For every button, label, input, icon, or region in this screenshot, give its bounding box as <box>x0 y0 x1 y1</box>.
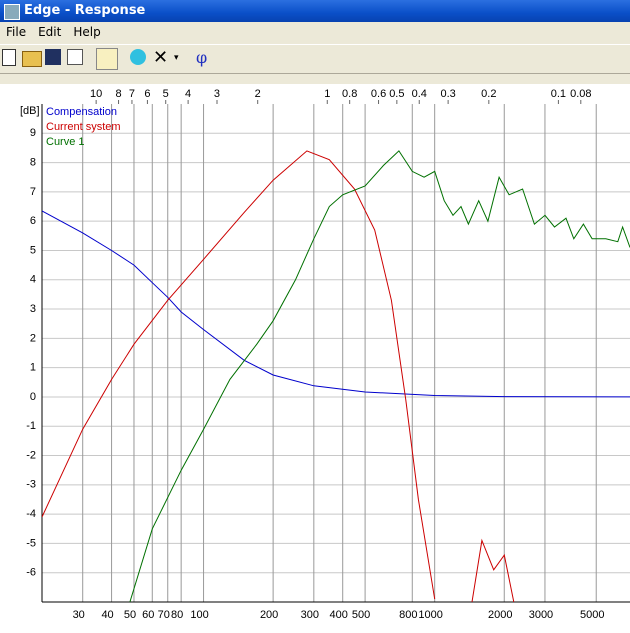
y-tick-label: 8 <box>30 156 36 168</box>
top-tick-label: 0.08 <box>570 88 591 100</box>
y-tick-label: 5 <box>30 244 36 256</box>
y-tick-label: 9 <box>30 127 36 139</box>
top-tick-label: 2 <box>255 88 261 100</box>
app-icon <box>4 4 20 20</box>
x-tick-label: 100 <box>190 609 208 621</box>
y-tick-label: -2 <box>26 449 36 461</box>
x-tick-label: 1000 <box>418 609 442 621</box>
legend-entry: Curve 1 <box>46 136 85 148</box>
x-tick-label: 70 <box>158 609 170 621</box>
top-tick-label: 8 <box>115 88 121 100</box>
fill-button[interactable] <box>130 49 146 65</box>
top-tick-label: 3 <box>214 88 220 100</box>
plot-area <box>42 150 630 602</box>
series-line <box>42 150 515 602</box>
top-tick-label: 0.6 <box>371 88 386 100</box>
menu-bar: File Edit Help <box>0 22 630 42</box>
x-tick-label: 80 <box>171 609 183 621</box>
y-tick-label: 3 <box>30 303 36 315</box>
series-line <box>42 210 630 398</box>
x-tick-label: 40 <box>101 609 113 621</box>
pen-button[interactable] <box>96 48 118 70</box>
x-tick-label: 2000 <box>488 609 512 621</box>
y-tick-label: 6 <box>30 215 36 227</box>
x-tick-label: 400 <box>330 609 348 621</box>
top-tick-label: 0.2 <box>481 88 496 100</box>
y-axis-label: [dB] <box>20 105 40 117</box>
legend-entry: Compensation <box>46 106 117 118</box>
menu-item[interactable]: Help <box>73 25 101 39</box>
y-tick-label: 4 <box>30 274 36 286</box>
top-tick-label: 0.8 <box>342 88 357 100</box>
dropdown-button[interactable]: ▾ <box>174 53 179 63</box>
new-button[interactable] <box>2 49 16 66</box>
menu-item[interactable]: File <box>6 25 27 39</box>
top-tick-label: 10 <box>90 88 102 100</box>
y-tick-label: -6 <box>26 567 36 579</box>
series-line <box>129 150 630 602</box>
y-tick-label: 0 <box>30 391 36 403</box>
phase-button[interactable]: φ <box>196 48 208 67</box>
x-tick-label: 60 <box>142 609 154 621</box>
title-bar: Edge - Response <box>0 0 630 22</box>
top-tick-label: 4 <box>185 88 191 100</box>
delete-button[interactable]: ✕ <box>153 47 169 68</box>
top-tick-label: 0.5 <box>389 88 404 100</box>
x-tick-label: 300 <box>301 609 319 621</box>
y-tick-label: -5 <box>26 537 36 549</box>
top-tick-label: 0.1 <box>551 88 566 100</box>
top-tick-label: 7 <box>129 88 135 100</box>
x-tick-label: 50 <box>124 609 136 621</box>
menu-item[interactable]: Edit <box>38 25 62 39</box>
top-tick-label: 6 <box>144 88 150 100</box>
top-tick-label: 0.4 <box>412 88 427 100</box>
window-title: Edge - Response <box>24 3 146 18</box>
top-tick-label: 1 <box>324 88 330 100</box>
y-tick-label: -3 <box>26 479 36 491</box>
x-tick-label: 3000 <box>529 609 553 621</box>
chart-background <box>0 84 630 633</box>
x-tick-label: 800 <box>399 609 417 621</box>
y-tick-label: -4 <box>26 508 36 520</box>
top-tick-label: 0.3 <box>440 88 455 100</box>
toolbar: ✕ ▾ φ <box>0 44 630 74</box>
y-tick-label: 1 <box>30 362 36 374</box>
top-tick-label: 5 <box>163 88 169 100</box>
x-tick-label: 200 <box>260 609 278 621</box>
x-tick-label: 500 <box>352 609 370 621</box>
y-tick-label: -1 <box>26 420 36 432</box>
x-tick-label: 5000 <box>580 609 604 621</box>
save-button[interactable] <box>45 49 61 65</box>
legend-entry: Current system <box>46 121 121 133</box>
y-tick-label: 7 <box>30 186 36 198</box>
copy-button[interactable] <box>67 49 83 65</box>
x-tick-label: 30 <box>73 609 85 621</box>
open-button[interactable] <box>22 51 42 67</box>
y-tick-label: 2 <box>30 332 36 344</box>
